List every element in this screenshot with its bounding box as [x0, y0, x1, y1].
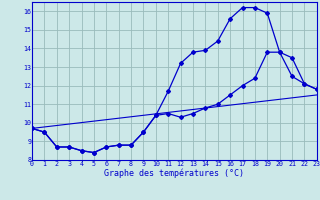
X-axis label: Graphe des températures (°C): Graphe des températures (°C) — [104, 168, 244, 178]
